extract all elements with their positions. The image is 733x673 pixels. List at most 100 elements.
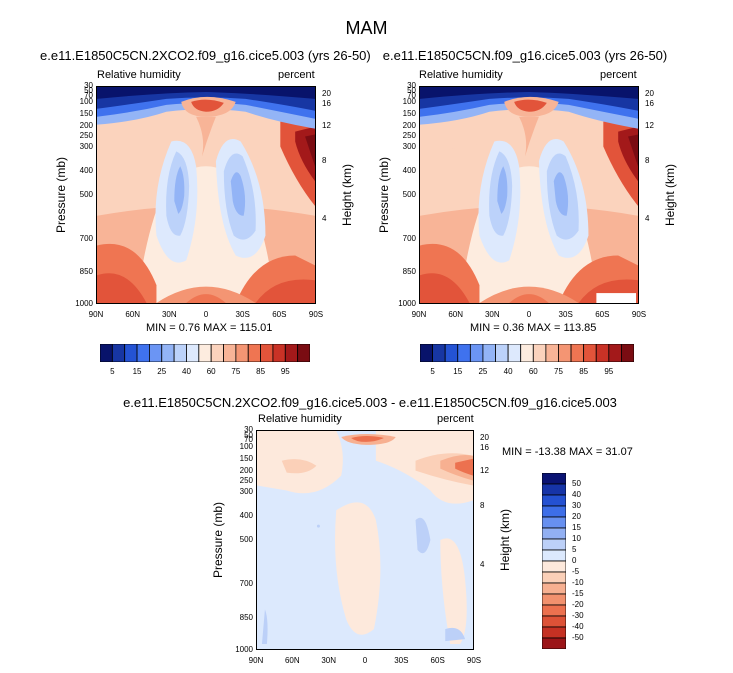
cb1-bar	[99, 343, 311, 363]
p2-lattick: 90S	[631, 310, 647, 319]
panel1-minmax: MIN = 0.76 MAX = 115.01	[146, 322, 273, 334]
panel1-ylabel: Pressure (mb)	[54, 157, 68, 234]
rh-ttl-tongue	[196, 116, 216, 157]
p1-htick: 8	[322, 156, 327, 166]
p3-ptick: 30	[244, 425, 253, 434]
cb3-swatch	[541, 538, 567, 551]
rh-bl-2	[420, 273, 470, 303]
p3-lattick: 90N	[248, 656, 264, 665]
p3-ptick: 850	[239, 613, 253, 623]
cb3-label: -30	[572, 611, 584, 620]
cb2-swatch	[495, 343, 509, 363]
p3-htick: 16	[480, 443, 489, 453]
p2-htick: 16	[645, 98, 654, 108]
p1-ptick: 700	[79, 233, 93, 243]
panel3-title: e.e11.E1850C5CN.2XCO2.f09_g16.cice5.003 …	[123, 395, 617, 410]
cb3-swatch	[541, 637, 567, 650]
panel2-minmax: MIN = 0.36 MAX = 113.85	[470, 322, 597, 334]
p2-lattick: 30N	[484, 310, 500, 319]
cb3-swatch	[541, 483, 567, 496]
p1-lattick: 90S	[308, 310, 324, 319]
rh-dry-sh-3	[553, 172, 569, 216]
cb1-label: 75	[231, 367, 241, 376]
p1-htick: 4	[322, 214, 327, 224]
cb3-swatch	[541, 516, 567, 529]
p1-ptick: 50	[84, 86, 93, 96]
cb2-swatch	[469, 343, 484, 363]
diff-neg-sh-surface	[445, 627, 466, 642]
p1-ptick: 250	[79, 131, 93, 141]
p3-ptick: 50	[244, 430, 253, 440]
panel1-plot	[96, 86, 316, 304]
panel3-minmax: MIN = -13.38 MAX = 31.07	[502, 446, 633, 458]
panel3-plot	[256, 430, 474, 650]
p2-ptick: 500	[402, 190, 416, 199]
cb2-swatch	[558, 343, 572, 363]
cb1-swatch	[297, 343, 311, 363]
cb1-swatch	[111, 343, 126, 363]
cb2-swatch	[608, 343, 622, 363]
cb2-swatch	[532, 343, 547, 363]
p2-ptick: 200	[402, 121, 416, 131]
p2-ptick: 850	[402, 267, 416, 277]
rh-ttl-2	[191, 99, 224, 112]
panel2-right-label: percent	[600, 69, 637, 81]
panel1-title: e.e11.E1850C5CN.2XCO2.f09_g16.cice5.003 …	[40, 48, 371, 63]
p3-ptick: 200	[239, 465, 253, 475]
cb1-swatch	[161, 343, 175, 363]
p1-ptick: 30	[84, 81, 93, 90]
rh-ttl-tongue	[519, 116, 539, 157]
cb1-label: 5	[110, 367, 115, 376]
p1-htick: 20	[322, 89, 331, 99]
cb2-swatch	[545, 343, 559, 363]
p1-ptick: 400	[79, 166, 93, 176]
rh-bl-6	[186, 294, 226, 303]
p2-htick: 20	[645, 89, 654, 99]
rh-sh-ground-gap	[596, 293, 637, 303]
cb3-label: -50	[572, 633, 584, 642]
cb3-swatch	[541, 560, 567, 573]
p2-lattick: 30S	[558, 310, 573, 319]
p1-ptick: 100	[79, 97, 93, 107]
p3-ptick: 400	[239, 510, 253, 520]
cb3-swatch	[541, 604, 567, 617]
rh-dry-nh-3	[497, 166, 508, 214]
cb3-label: -15	[572, 589, 584, 598]
cb3-swatch	[541, 472, 567, 485]
p3-lattick: 90S	[466, 656, 482, 665]
p1-ptick: 500	[79, 190, 93, 199]
p1-htick: 12	[322, 121, 331, 131]
cb2-swatch	[621, 343, 635, 363]
cb2-label: 40	[503, 367, 513, 376]
p1-ptick: 200	[79, 121, 93, 131]
cb3-label: -10	[572, 578, 584, 587]
p2-ptick: 700	[402, 233, 416, 243]
diff-neg-nh-surface	[261, 609, 268, 645]
diff-ttl-2	[351, 435, 384, 442]
cb1-swatch	[99, 343, 113, 363]
p1-lattick: 0	[203, 310, 209, 319]
cb1-swatch	[272, 343, 286, 363]
figure-title: MAM	[345, 18, 388, 38]
p2-htick: 8	[645, 156, 650, 166]
diff-pos-moderate-nh	[281, 459, 317, 474]
cb2-label: 25	[478, 367, 488, 376]
panel2-title: e.e11.E1850C5CN.f09_g16.cice5.003 (yrs 2…	[382, 48, 668, 63]
cb2-swatch	[482, 343, 496, 363]
cb3-label: -5	[572, 567, 580, 576]
p2-field	[420, 87, 638, 303]
diff-neg-tropics	[415, 517, 431, 554]
cb2-label: 15	[453, 367, 463, 376]
diff-pos-strong-sh-2	[455, 458, 473, 476]
panel1-left-label: Relative humidity	[97, 69, 181, 81]
rh-dry-nh-3	[174, 166, 185, 214]
cb2-label: 85	[579, 367, 589, 376]
cb3-swatch	[541, 582, 567, 595]
p2-ptick: 400	[402, 166, 416, 176]
p3-field	[257, 431, 473, 649]
cb2-swatch	[419, 343, 433, 363]
cb3-label: 50	[572, 479, 581, 488]
rh-bl-2	[97, 273, 147, 303]
rh-dry-sh-3	[230, 172, 246, 216]
p1-ptick: 70	[84, 90, 93, 100]
